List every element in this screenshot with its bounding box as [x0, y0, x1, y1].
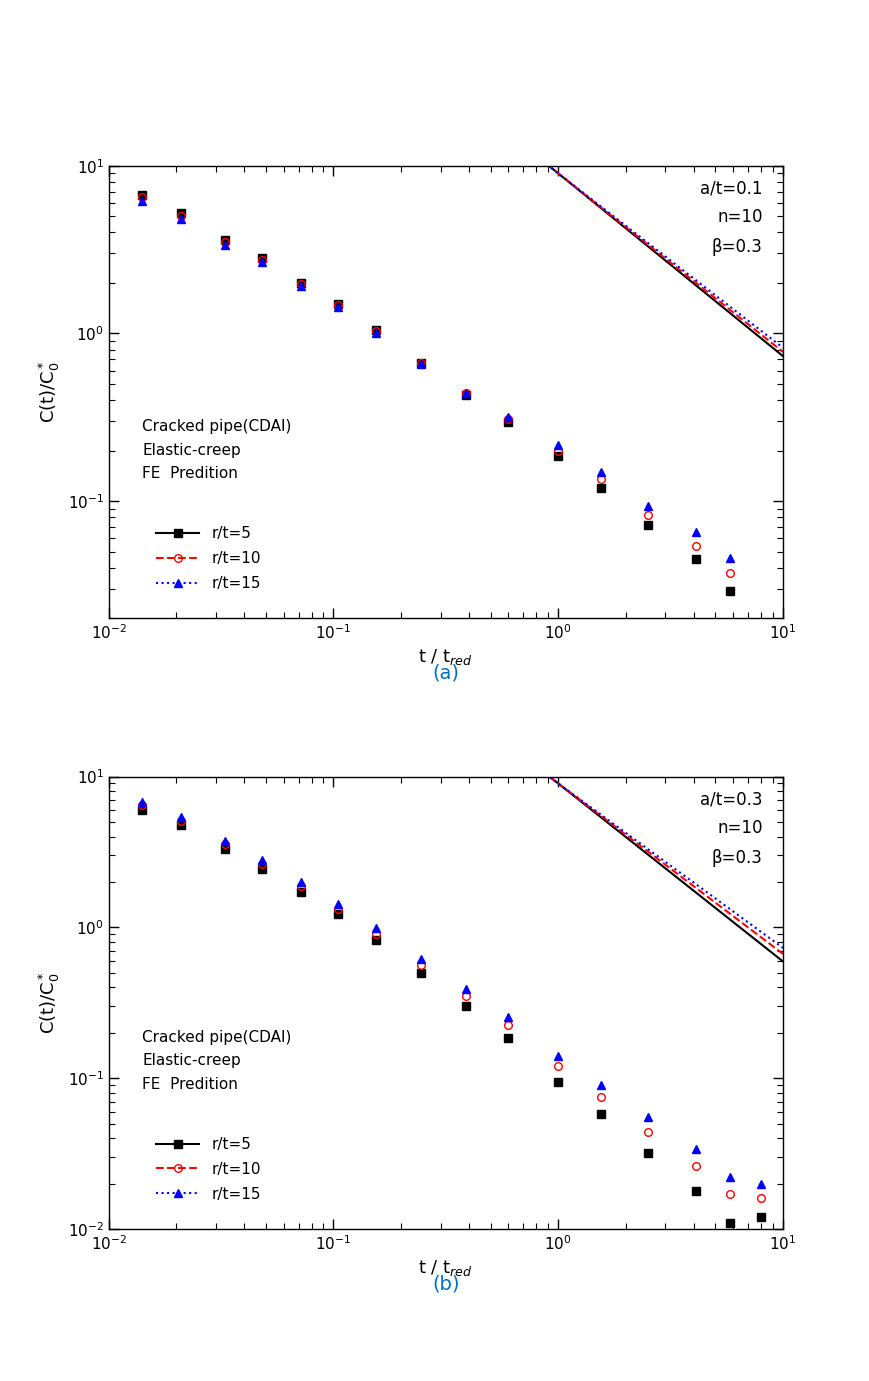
Text: (a): (a) — [432, 663, 459, 682]
Text: a/t=0.3
n=10
β=0.3: a/t=0.3 n=10 β=0.3 — [700, 790, 762, 866]
Y-axis label: C(t)/C$_0^*$: C(t)/C$_0^*$ — [37, 971, 62, 1034]
X-axis label: t / t$_{red}$: t / t$_{red}$ — [418, 648, 473, 667]
Text: Cracked pipe(CDAI)
Elastic-creep
FE  Predition: Cracked pipe(CDAI) Elastic-creep FE Pred… — [143, 418, 291, 481]
Legend: r/t=5, r/t=10, r/t=15: r/t=5, r/t=10, r/t=15 — [150, 519, 267, 597]
Y-axis label: C(t)/C$_0^*$: C(t)/C$_0^*$ — [37, 360, 62, 424]
Text: a/t=0.1
n=10
β=0.3: a/t=0.1 n=10 β=0.3 — [700, 180, 762, 255]
Text: (b): (b) — [432, 1275, 459, 1294]
Text: Cracked pipe(CDAI)
Elastic-creep
FE  Predition: Cracked pipe(CDAI) Elastic-creep FE Pred… — [143, 1030, 291, 1092]
X-axis label: t / t$_{red}$: t / t$_{red}$ — [418, 1258, 473, 1279]
Legend: r/t=5, r/t=10, r/t=15: r/t=5, r/t=10, r/t=15 — [150, 1131, 267, 1208]
